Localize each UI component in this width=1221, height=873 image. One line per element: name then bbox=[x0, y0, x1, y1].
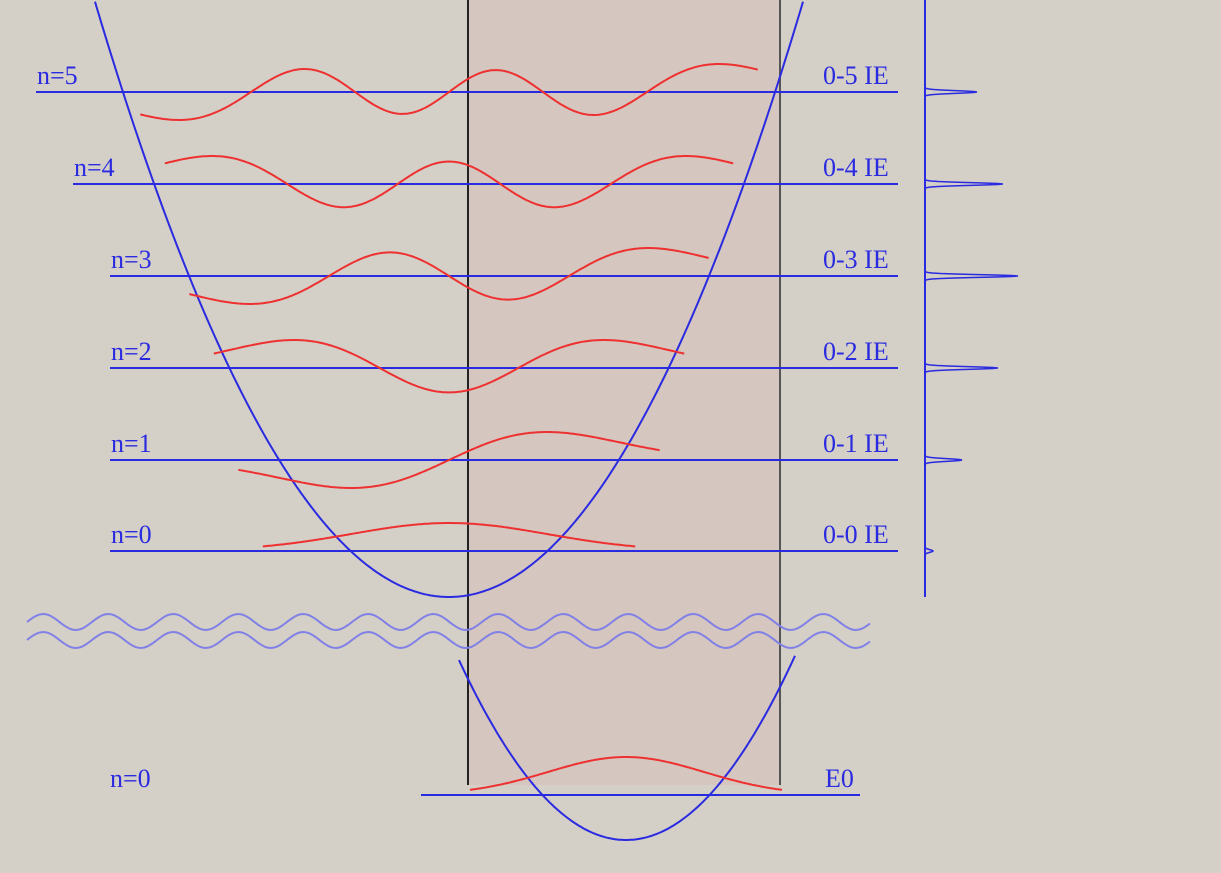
transition-label: 0-4 IE bbox=[823, 153, 889, 182]
wavefunction bbox=[238, 431, 660, 489]
drawing: n=5 0-5 IE n=4 0-4 IE n=3 0-3 IE n=2 0-2 IE n=1 0… bbox=[26, 1, 1019, 841]
spectrum-peak bbox=[924, 358, 999, 378]
energy-label: E0 bbox=[825, 764, 854, 793]
level-label: n=3 bbox=[111, 245, 152, 274]
wavefunction bbox=[140, 63, 758, 121]
wavefunction bbox=[469, 756, 783, 791]
potential-curve bbox=[94, 1, 804, 598]
transition-label: 0-5 IE bbox=[823, 61, 889, 90]
wavefunction bbox=[189, 247, 709, 305]
transition-label: 0-1 IE bbox=[823, 429, 889, 458]
wavefunction bbox=[213, 339, 685, 394]
spectrum-peak bbox=[924, 174, 1004, 194]
level-label: n=1 bbox=[111, 429, 152, 458]
spectrum-peak bbox=[924, 82, 978, 102]
wavefunction bbox=[164, 155, 734, 209]
transition-label: 0-0 IE bbox=[823, 520, 889, 549]
spectrum-peak bbox=[924, 266, 1019, 286]
level-label: n=0 bbox=[111, 520, 152, 549]
spectrum-peak bbox=[924, 541, 935, 561]
potential-curve bbox=[458, 655, 796, 841]
transition-label: 0-3 IE bbox=[823, 245, 889, 274]
level-label: n=4 bbox=[74, 153, 115, 182]
wavefunction bbox=[262, 522, 636, 548]
transition-label: 0-2 IE bbox=[823, 337, 889, 366]
level-label: n=2 bbox=[111, 337, 152, 366]
level-label: n=0 bbox=[110, 764, 151, 793]
level-label: n=5 bbox=[37, 61, 78, 90]
axis-break bbox=[26, 612, 871, 632]
spectrum-peak bbox=[924, 450, 963, 470]
franck-condon-region bbox=[468, 0, 780, 785]
axis-break bbox=[26, 630, 871, 650]
